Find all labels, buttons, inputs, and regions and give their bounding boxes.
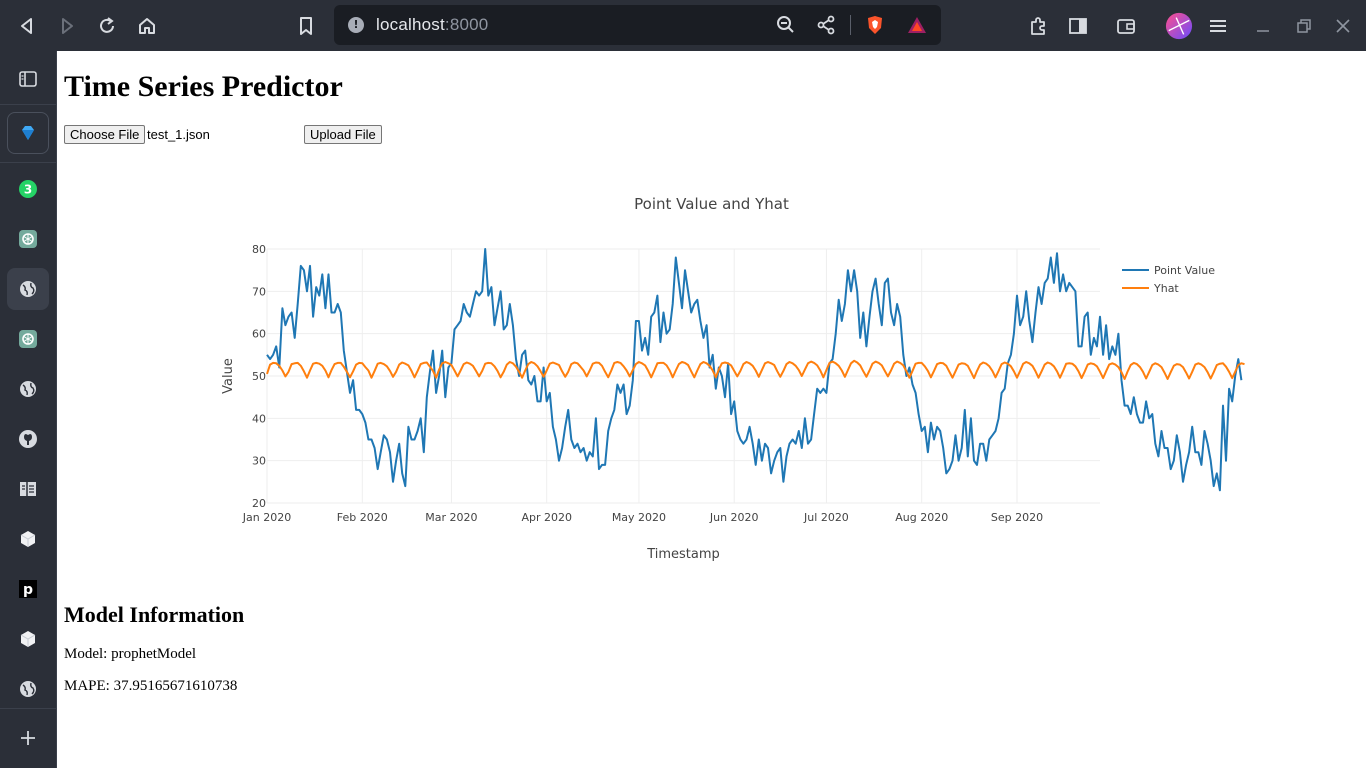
whatsapp-badge: 3 xyxy=(24,183,32,197)
sidebar-divider xyxy=(0,162,57,163)
x-tick-label: Apr 2020 xyxy=(521,511,572,524)
forward-icon[interactable] xyxy=(54,13,80,39)
reload-icon[interactable] xyxy=(94,13,120,39)
chatgpt-icon[interactable] xyxy=(7,318,49,360)
gem-app-icon[interactable] xyxy=(7,112,49,154)
menu-icon[interactable] xyxy=(1205,13,1231,39)
brave-rewards-icon[interactable] xyxy=(904,12,930,38)
x-tick-label: Feb 2020 xyxy=(337,511,388,524)
x-tick-label: May 2020 xyxy=(612,511,666,524)
profile-avatar[interactable] xyxy=(1164,11,1194,41)
zoom-out-icon[interactable] xyxy=(773,12,799,38)
sidebar-panel-icon[interactable] xyxy=(1065,13,1091,39)
close-icon[interactable] xyxy=(1330,13,1356,39)
x-tick-label: Sep 2020 xyxy=(991,511,1043,524)
series-line-yhat xyxy=(266,359,1245,380)
svg-text:p: p xyxy=(23,582,33,598)
web-icon[interactable] xyxy=(7,368,49,410)
x-tick-label: Mar 2020 xyxy=(425,511,477,524)
model-name: Model: prophetModel xyxy=(64,646,197,662)
web-icon[interactable] xyxy=(7,268,49,310)
y-tick-label: 40 xyxy=(252,412,266,425)
sidebar-divider xyxy=(0,104,57,105)
y-tick-label: 60 xyxy=(252,328,266,341)
y-tick-label: 50 xyxy=(252,370,266,383)
series-line-point-value xyxy=(266,248,1243,492)
cube-icon[interactable] xyxy=(7,518,49,560)
p-app-icon[interactable]: p xyxy=(7,568,49,610)
legend-label: Point Value xyxy=(1154,264,1215,277)
share-icon[interactable] xyxy=(813,12,839,38)
cube-icon[interactable] xyxy=(7,618,49,660)
selected-file-name: test_1.json xyxy=(147,127,210,142)
sidebar-divider xyxy=(0,708,57,709)
url-text[interactable]: localhost:8000 xyxy=(376,15,489,34)
whatsapp-icon[interactable]: 3 xyxy=(7,168,49,210)
site-info-icon[interactable]: ! xyxy=(348,17,364,33)
upload-file-button[interactable]: Upload File xyxy=(304,125,382,144)
notes-icon[interactable] xyxy=(7,468,49,510)
browser-toolbar: ! localhost:8000 xyxy=(0,0,1366,51)
choose-file-button[interactable]: Choose File xyxy=(64,125,146,144)
chart-title: Point Value and Yhat xyxy=(634,195,789,213)
y-axis-title: Value xyxy=(221,358,236,394)
extensions-icon[interactable] xyxy=(1025,13,1051,39)
y-tick-label: 20 xyxy=(252,497,266,510)
x-tick-label: Jun 2020 xyxy=(709,511,759,524)
minimize-icon[interactable] xyxy=(1250,13,1276,39)
x-tick-label: Jul 2020 xyxy=(803,511,849,524)
browser-sidebar: 3 p xyxy=(0,51,57,768)
legend-label: Yhat xyxy=(1153,282,1179,295)
add-panel-icon[interactable] xyxy=(7,717,49,759)
y-tick-label: 30 xyxy=(252,455,266,468)
y-tick-label: 80 xyxy=(252,243,266,256)
y-tick-label: 70 xyxy=(252,285,266,298)
back-icon[interactable] xyxy=(14,13,40,39)
page-title: Time Series Predictor xyxy=(64,70,343,103)
x-tick-label: Aug 2020 xyxy=(895,511,948,524)
sidebar-toggle-icon[interactable] xyxy=(7,58,49,100)
chatgpt-icon[interactable] xyxy=(7,218,49,260)
url-separator xyxy=(850,15,851,35)
address-bar[interactable]: ! localhost:8000 xyxy=(334,5,941,45)
x-axis-title: Timestamp xyxy=(646,547,720,562)
time-series-chart[interactable]: 20 30 40 50 60 70 80 Jan 2020 Feb 2020 Mar 2020 Ap… xyxy=(57,51,1366,581)
bookmark-icon[interactable] xyxy=(293,13,319,39)
web-icon[interactable] xyxy=(7,668,49,710)
page-content: Time Series Predictor Choose File test_1… xyxy=(57,51,1366,768)
wallet-icon[interactable] xyxy=(1113,13,1139,39)
model-mape: MAPE: 37.95165671610738 xyxy=(64,678,238,694)
model-info-heading: Model Information xyxy=(64,602,245,627)
brave-shields-icon[interactable] xyxy=(862,12,888,38)
maximize-icon[interactable] xyxy=(1290,13,1316,39)
home-icon[interactable] xyxy=(134,13,160,39)
x-tick-label: Jan 2020 xyxy=(242,511,291,524)
github-icon[interactable] xyxy=(7,418,49,460)
